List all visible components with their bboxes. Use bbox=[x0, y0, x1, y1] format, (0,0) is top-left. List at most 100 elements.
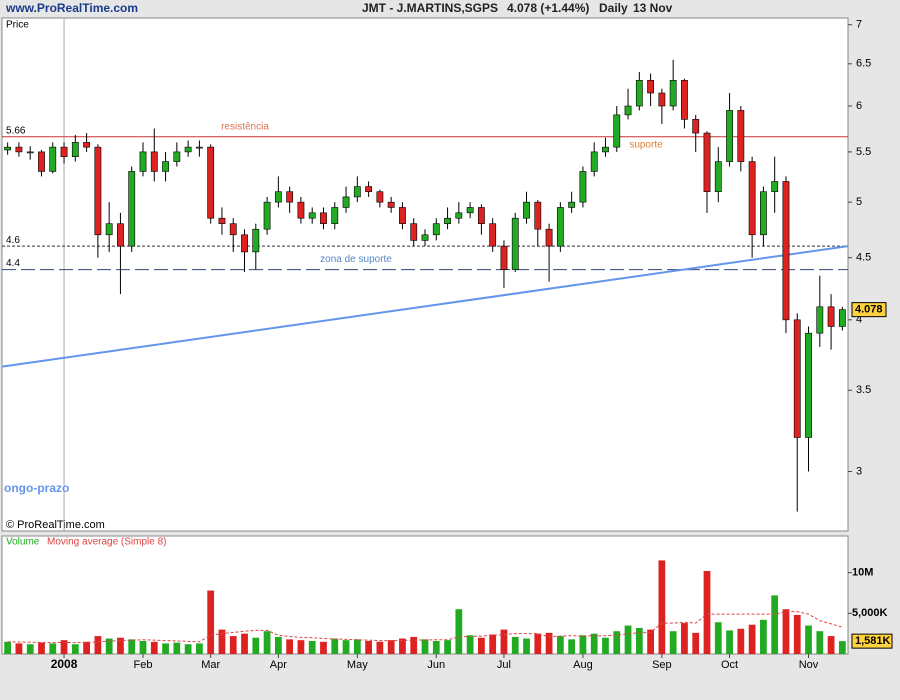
candle-body bbox=[308, 212, 316, 219]
volume-bar bbox=[150, 641, 158, 654]
candle-body bbox=[816, 306, 824, 334]
volume-bar bbox=[376, 641, 384, 654]
candle-body bbox=[252, 228, 260, 253]
candle-body bbox=[602, 146, 609, 153]
current-price-box bbox=[851, 302, 887, 318]
candle-body bbox=[579, 171, 587, 203]
x-tick-label: Jun bbox=[427, 659, 445, 671]
candle-body bbox=[117, 223, 124, 247]
trendline-text: ongo-prazo bbox=[4, 481, 69, 495]
volume-bar bbox=[410, 636, 418, 654]
volume-bar bbox=[83, 641, 90, 654]
candle-body bbox=[455, 212, 463, 219]
volume-bar bbox=[737, 628, 745, 654]
volume-bar bbox=[218, 629, 226, 654]
y-tick-label: 6 bbox=[856, 100, 862, 112]
volume-bar bbox=[455, 609, 463, 654]
level-label: 4.4 bbox=[6, 258, 20, 269]
level-note: suporte bbox=[629, 139, 663, 150]
candle-body bbox=[500, 245, 508, 270]
candle-body bbox=[838, 309, 846, 327]
volume-bar bbox=[771, 595, 779, 654]
candle-body bbox=[94, 146, 102, 236]
volume-bar bbox=[308, 640, 316, 654]
candle-body bbox=[568, 201, 576, 208]
volume-bar bbox=[590, 633, 598, 654]
volume-bar bbox=[60, 640, 68, 654]
volume-bar bbox=[760, 619, 767, 654]
candle-body bbox=[590, 151, 598, 172]
volume-bar bbox=[342, 640, 350, 654]
volume-bar bbox=[658, 560, 666, 654]
volume-bar bbox=[421, 639, 429, 654]
candle-body bbox=[444, 217, 451, 224]
volume-bar bbox=[173, 642, 181, 654]
x-tick-label: May bbox=[347, 659, 368, 671]
candle-body bbox=[286, 191, 294, 203]
candle-body bbox=[83, 142, 91, 148]
candle-body bbox=[737, 110, 745, 162]
volume-bar bbox=[602, 637, 609, 654]
volume-title: Volume bbox=[6, 537, 40, 548]
volume-bar bbox=[838, 641, 846, 654]
candle-body bbox=[128, 171, 136, 247]
candle-body bbox=[692, 119, 700, 134]
candle-body bbox=[38, 151, 45, 172]
volume-bar bbox=[38, 642, 45, 654]
volume-bar bbox=[207, 590, 215, 654]
candle-body bbox=[331, 207, 339, 224]
volume-bar bbox=[793, 614, 801, 654]
volume-bar bbox=[184, 644, 192, 654]
y-tick-label: 7 bbox=[856, 19, 862, 31]
volume-bar bbox=[94, 636, 102, 654]
volume-bar bbox=[478, 637, 485, 654]
level-label: 4.6 bbox=[6, 235, 20, 246]
candle-body bbox=[782, 181, 790, 321]
candle-body bbox=[387, 201, 395, 208]
volume-bar bbox=[128, 639, 136, 654]
x-tick-label: Oct bbox=[721, 659, 738, 671]
volume-bar bbox=[669, 631, 677, 654]
current-price: 4.078 bbox=[855, 304, 883, 316]
candle-body bbox=[139, 151, 147, 172]
site-link[interactable]: www.ProRealTime.com bbox=[5, 1, 138, 15]
volume-bar bbox=[635, 627, 643, 654]
volume-bar bbox=[49, 643, 57, 654]
y-tick-label: 4.5 bbox=[856, 252, 871, 264]
volume-bar bbox=[579, 635, 587, 654]
y-tick-label: 10M bbox=[852, 567, 873, 579]
candle-body bbox=[534, 201, 542, 230]
candle-body bbox=[477, 207, 485, 224]
candle-body bbox=[489, 223, 497, 247]
candle-body bbox=[556, 207, 564, 247]
candle-body bbox=[229, 223, 237, 236]
y-tick-label: 5 bbox=[856, 196, 862, 208]
candle-body bbox=[681, 79, 688, 120]
volume-bar bbox=[624, 625, 632, 654]
volume-bar bbox=[556, 636, 564, 654]
volume-bar bbox=[15, 643, 23, 654]
current-volume: 1,581K bbox=[855, 635, 891, 647]
candle-body bbox=[195, 146, 203, 149]
volume-bar bbox=[511, 636, 519, 654]
candle-body bbox=[635, 79, 643, 107]
candle-body bbox=[274, 191, 282, 203]
candle-body bbox=[647, 79, 655, 94]
volume-bar bbox=[647, 629, 654, 654]
volume-bar bbox=[105, 638, 113, 654]
candle-body bbox=[60, 146, 68, 158]
candle-body bbox=[466, 207, 474, 214]
volume-bar bbox=[816, 631, 824, 654]
trendline bbox=[1, 245, 849, 368]
price-label: Price bbox=[6, 20, 29, 31]
volume-bar bbox=[263, 631, 271, 654]
candle-body bbox=[207, 146, 215, 219]
candle-body bbox=[432, 223, 440, 236]
candle-body bbox=[669, 79, 677, 107]
volume-bar bbox=[613, 631, 621, 654]
volume-bar bbox=[399, 638, 406, 654]
candle-body bbox=[15, 146, 23, 153]
volume-bar bbox=[681, 623, 688, 654]
volume-bar bbox=[162, 643, 169, 654]
